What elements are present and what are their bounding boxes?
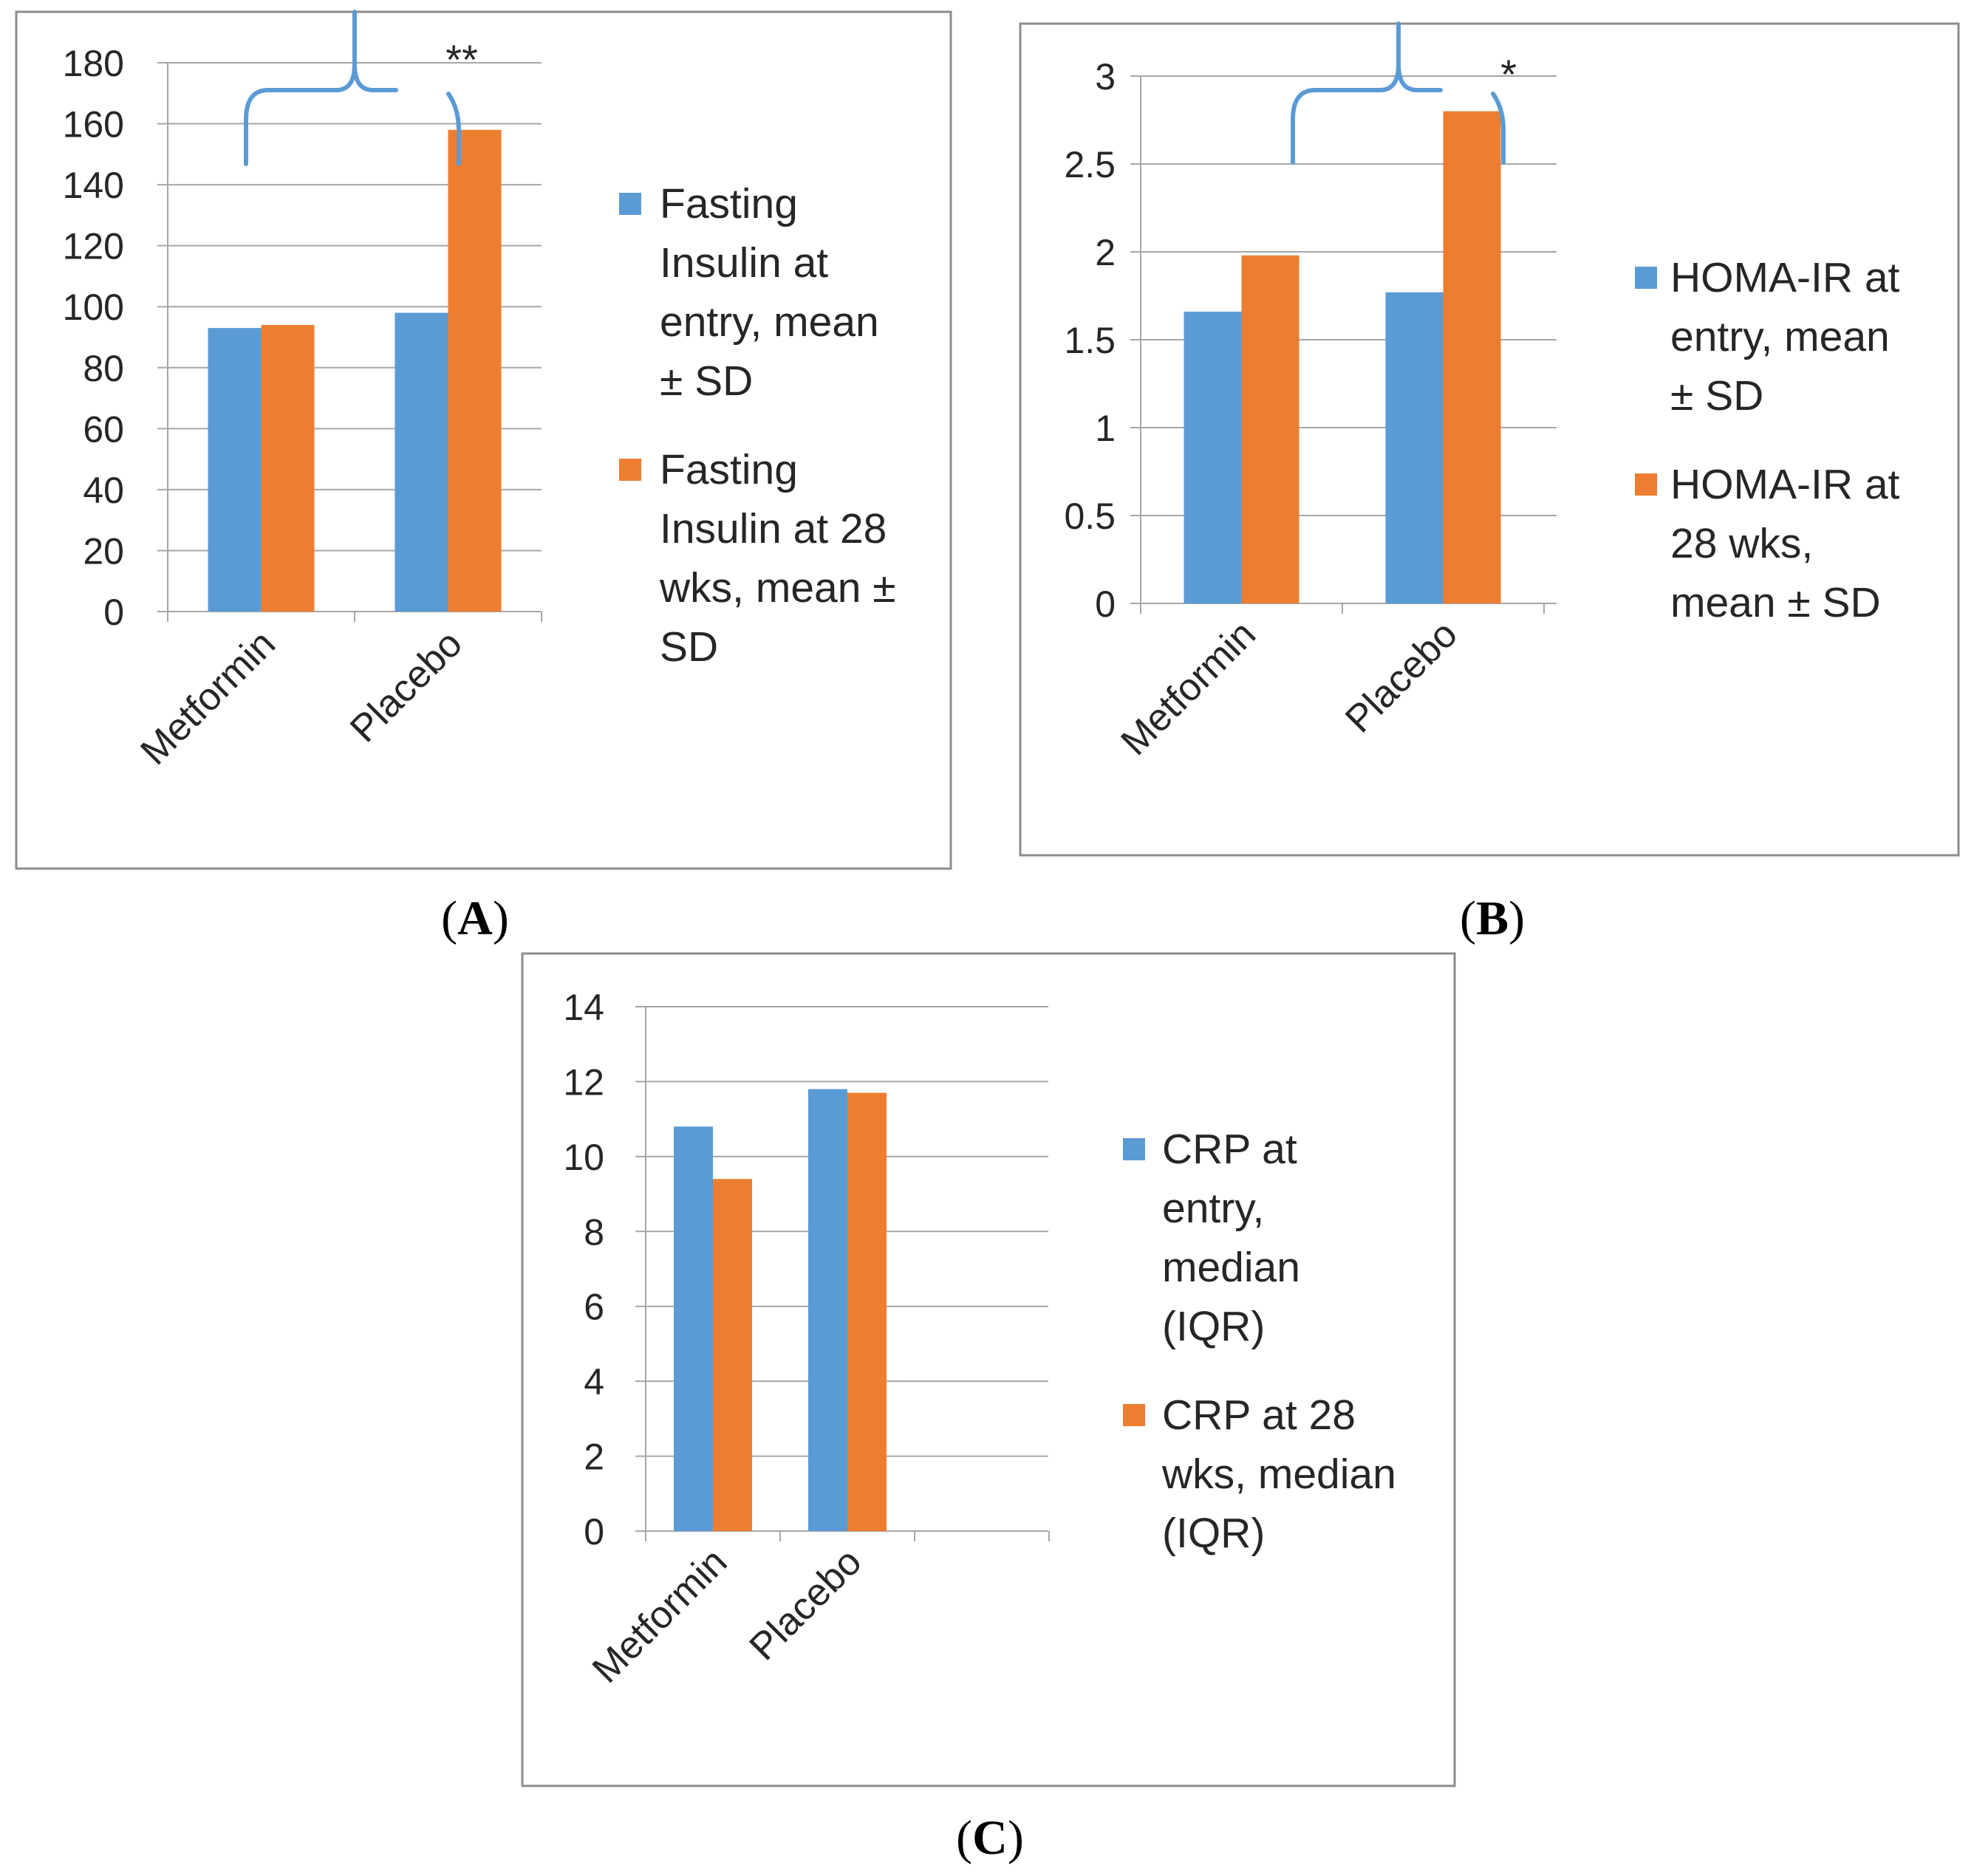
y-tick-label: 4 (584, 1361, 604, 1403)
y-tick-label: 14 (563, 987, 604, 1028)
legend-label: mean ± SD (1670, 579, 1881, 626)
significance-bracket (1291, 21, 1506, 165)
bar-28wks (847, 1092, 887, 1531)
bar-entry (208, 328, 262, 612)
y-tick-label: 100 (63, 287, 124, 328)
legend-label: SD (660, 623, 718, 671)
panel-label-close: ) (493, 891, 509, 945)
chart-frame (521, 952, 1456, 1787)
bar-entry (1184, 311, 1242, 603)
panel-label-letter: B (1476, 891, 1509, 945)
significance-bracket (244, 10, 461, 166)
bar-28wks (713, 1179, 752, 1531)
legend-label: wks, median (1161, 1451, 1396, 1498)
y-tick-label: 0 (1095, 583, 1116, 625)
y-tick-label: 0 (584, 1511, 604, 1553)
legend-item-entry: CRP at entry, median (IQR) (1123, 1126, 1300, 1350)
y-tick-label: 180 (63, 43, 124, 84)
panel-label-open: ( (956, 1811, 972, 1865)
legend-label: entry, mean (1670, 313, 1890, 360)
panel-label-open: ( (1460, 891, 1476, 945)
legend-swatch (1123, 1404, 1145, 1426)
significance-annotation: * (1500, 51, 1517, 97)
legend-label: ± SD (1670, 372, 1763, 420)
legend-label: Insulin at 28 (660, 505, 887, 552)
y-tick-label: 120 (63, 226, 124, 267)
y-tick-label: 0.5 (1064, 496, 1116, 537)
panel-label-open: ( (441, 891, 457, 945)
y-tick-label: 8 (584, 1211, 604, 1253)
significance-annotation: ** (445, 36, 478, 83)
bar-28wks (1241, 255, 1300, 603)
legend-swatch (1123, 1138, 1145, 1160)
panel-label: (B) (1460, 891, 1525, 945)
y-tick-label: 12 (563, 1061, 604, 1103)
legend-label: CRP at (1162, 1126, 1297, 1173)
bar-entry (395, 312, 448, 612)
legend-label: CRP at 28 (1162, 1391, 1356, 1439)
legend-label: Fasting (660, 180, 798, 227)
y-tick-label: 20 (83, 530, 124, 572)
legend-swatch (1635, 267, 1657, 289)
y-tick-label: 6 (584, 1287, 604, 1328)
y-tick-label: 2 (584, 1437, 604, 1478)
legend-label: Insulin at (660, 239, 828, 287)
legend-label: median (1162, 1244, 1300, 1291)
legend-label: HOMA-IR at (1670, 461, 1900, 508)
legend-item-28wks: Fasting Insulin at 28 wks, mean ± SD (619, 446, 896, 671)
legend-label: ± SD (660, 357, 753, 405)
y-tick-label: 80 (83, 348, 124, 389)
panel-label-letter: A (457, 891, 493, 945)
y-tick-label: 2 (1095, 232, 1116, 273)
legend-label: (IQR) (1162, 1510, 1265, 1557)
legend-item-entry: HOMA-IR at entry, mean ± SD (1635, 254, 1900, 420)
bar-28wks (1443, 111, 1501, 604)
panel-label: (C) (956, 1811, 1024, 1865)
legend-label: entry, mean (660, 298, 879, 346)
y-tick-label: 10 (563, 1137, 604, 1178)
legend-swatch (619, 193, 641, 215)
panel-label-close: ) (1509, 891, 1525, 945)
y-tick-label: 0 (103, 592, 124, 633)
legend-label: wks, mean ± (659, 564, 896, 612)
legend-item-28wks: HOMA-IR at 28 wks, mean ± SD (1635, 461, 1900, 626)
bar-entry (1385, 292, 1444, 603)
y-tick-label: 160 (63, 104, 124, 146)
y-tick-label: 40 (83, 470, 124, 511)
legend-label: Fasting (660, 446, 798, 493)
y-tick-label: 2.5 (1064, 144, 1116, 185)
y-tick-label: 1 (1095, 408, 1116, 449)
y-tick-label: 3 (1095, 56, 1116, 97)
y-tick-label: 140 (63, 165, 124, 206)
bar-entry (808, 1089, 847, 1531)
bar-entry (674, 1126, 713, 1531)
panel-label-close: ) (1008, 1811, 1024, 1865)
bar-28wks (448, 129, 502, 612)
legend-label: entry, (1162, 1185, 1264, 1232)
legend-label: 28 wks, (1670, 520, 1813, 567)
legend-item-entry: Fasting Insulin at entry, mean ± SD (619, 180, 879, 405)
panel-label: (A) (441, 891, 509, 945)
legend-swatch (1635, 473, 1657, 496)
legend-label: (IQR) (1162, 1303, 1265, 1350)
bar-28wks (261, 324, 315, 612)
legend-item-28wks: CRP at 28 wks, median (IQR) (1123, 1391, 1396, 1557)
legend-swatch (619, 459, 641, 481)
panel-label-letter: C (972, 1811, 1008, 1865)
legend-label: HOMA-IR at (1670, 254, 1900, 301)
y-tick-label: 60 (83, 408, 124, 450)
y-tick-label: 1.5 (1064, 320, 1116, 361)
